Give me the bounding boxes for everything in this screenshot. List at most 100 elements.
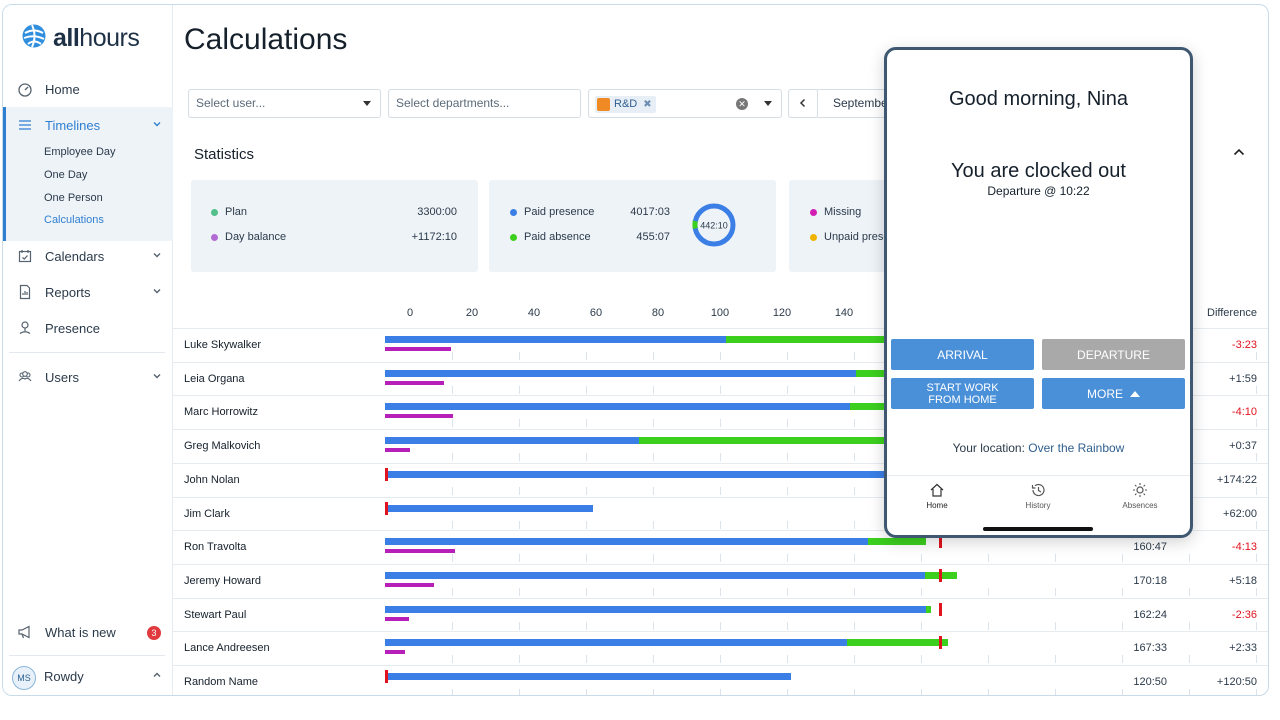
grid-tick [653,520,654,529]
start-work-from-home-button[interactable]: START WORK FROM HOME [891,378,1034,409]
grid-tick [1256,587,1257,596]
employee-name[interactable]: Jim Clark [184,507,230,520]
table-row[interactable]: Stewart Paul 162:24 -2:36 [173,597,1268,632]
stat-card-plan: Plan 3300:00 Day balance +1172:10 [191,180,478,272]
paid-presence-bar [385,639,847,647]
list-icon [17,117,33,133]
employee-name[interactable]: Marc Horrowitz [184,406,258,419]
grid-tick [519,587,520,596]
tab-label: Absences [1122,501,1158,510]
grid-tick [787,587,788,596]
report-icon [17,284,33,300]
table-row[interactable]: Marc Horrowitz -4:10 [173,395,1268,429]
dropdown-caret-icon[interactable] [764,101,772,106]
employee-name[interactable]: Luke Skywalker [184,339,262,351]
grid-tick [452,352,453,360]
clear-icon[interactable]: ✕ [736,98,748,110]
logo[interactable]: allhours [21,23,140,54]
grid-tick [787,520,788,529]
employee-name[interactable]: John Nolan [184,473,240,486]
stat-label: Paid absence [524,231,591,243]
total-hours: 120:50 [1133,676,1167,688]
stat-paid-absence: Paid absence [510,231,591,243]
grid-tick [720,419,721,428]
grid-tick [586,655,587,664]
grid-tick [1189,621,1190,630]
tab-history[interactable]: History [998,482,1078,510]
sidebar-item-timelines[interactable]: Timelines [3,108,173,142]
day-balance-bar [385,582,434,587]
grid-tick [519,689,520,695]
table-row[interactable]: Lance Andreesen 167:33 +2:33 [173,631,1268,665]
table-row[interactable]: Ron Travolta 160:47 -4:13 [173,530,1268,564]
departments-input[interactable]: Select departments... [388,89,581,118]
legend-dot [810,233,817,241]
sidebar-item-presence[interactable]: Presence [3,311,173,345]
table-row[interactable]: Random Name 120:50 +120:50 [173,665,1268,695]
sidebar-item-home[interactable]: Home [3,72,173,106]
employee-name[interactable]: Stewart Paul [184,608,247,621]
month-selector[interactable]: September [817,89,897,118]
paid-presence-bar [385,605,926,613]
tab-home[interactable]: Home [897,482,977,510]
employee-name[interactable]: Leia Organa [184,372,245,385]
remove-tag-icon[interactable]: ✖ [643,99,652,110]
difference-value: +120:50 [1216,676,1257,688]
presence-donut-chart: 442:10 [692,203,736,247]
employee-name[interactable]: Lance Andreesen [184,642,270,655]
chevron-down-icon [151,118,163,133]
user-menu[interactable]: Rowdy [31,659,173,693]
employee-name[interactable]: Ron Travolta [184,541,247,554]
legend-dot [510,208,517,216]
employee-name[interactable]: Jeremy Howard [184,574,262,587]
grid-tick [1256,385,1257,394]
more-button[interactable]: MORE [1042,378,1185,409]
employee-name[interactable]: Greg Malkovich [184,440,261,453]
department-tag-label: R&D [614,98,638,110]
arrival-button[interactable]: ARRIVAL [891,339,1034,370]
location-value[interactable]: Over the Rainbow [1028,441,1125,455]
megaphone-icon [17,624,33,640]
sidebar-subitem-calculations[interactable]: Calculations [44,214,104,226]
department-tag[interactable]: R&D ✖ [595,96,656,113]
sidebar-item-reports[interactable]: Reports [3,275,173,309]
sidebar-item-whats-new[interactable]: What is new [3,615,173,649]
employee-name[interactable]: Random Name [184,676,258,688]
grid-tick [720,453,721,462]
user-select[interactable]: Select user... [188,89,381,118]
location-line: Your location: Over the Rainbow [887,441,1190,455]
grid-tick [519,655,520,664]
tab-absences[interactable]: Absences [1100,482,1180,510]
plan-marker [385,467,388,481]
sidebar-subitem-one-person[interactable]: One Person [44,192,103,204]
grid-tick [1055,689,1056,695]
sidebar-subitem-employee-day[interactable]: Employee Day [44,146,116,158]
grid-tick [854,385,855,394]
table-row[interactable]: Jeremy Howard 170:18 +5:18 [173,563,1268,598]
collapse-statistics-button[interactable] [1232,145,1246,164]
paid-absence-bar [926,605,931,613]
grid-tick [854,453,855,462]
grid-tick [1055,554,1056,563]
grid-tick [653,486,654,495]
stat-card-presence: Paid presence 4017:03 Paid absence 455:0… [489,180,776,272]
table-row[interactable]: Greg Malkovich +0:37 [173,429,1268,463]
paid-absence-bar [868,538,926,546]
grid-tick [1055,621,1056,630]
departure-button[interactable]: DEPARTURE [1042,339,1185,370]
grid-tick [787,554,788,563]
grid-tick [586,554,587,563]
sidebar-subitem-one-day[interactable]: One Day [44,169,88,181]
department-tag-select[interactable]: R&D ✖ ✕ [588,89,782,118]
grid-tick [653,352,654,360]
sidebar-item-users[interactable]: Users [3,360,173,394]
avatar[interactable]: MS [12,666,36,690]
logo-text: allhours [53,24,140,52]
donut-label: 442:10 [700,221,728,231]
button-label-line: START WORK [926,381,999,394]
day-balance-bar [385,380,444,385]
previous-month-button[interactable] [788,89,818,118]
grid-tick [452,554,453,563]
grid-tick [1122,554,1123,563]
sidebar-item-calendars[interactable]: Calendars [3,239,173,273]
